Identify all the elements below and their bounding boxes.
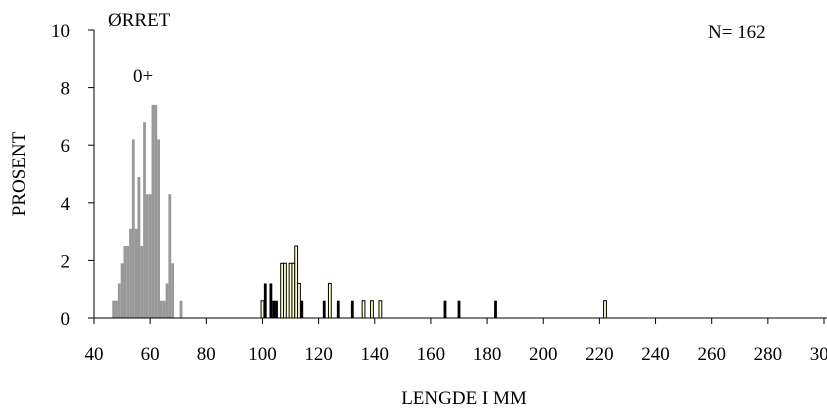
x-tick-label: 260	[697, 344, 726, 365]
bar-age2-5	[322, 300, 326, 318]
chart-title: ØRRET	[108, 10, 171, 31]
x-tick-label: 200	[529, 344, 558, 365]
bar-age0-21	[171, 263, 175, 318]
ticks-layer: 4060801001201401601802002202402602803000…	[51, 21, 827, 365]
bar-age2-2	[272, 300, 276, 318]
x-tick-label: 120	[304, 344, 333, 365]
bar-age0-14	[151, 104, 155, 318]
bar-age1-2	[283, 262, 287, 319]
bar-age0-18	[162, 300, 166, 318]
x-tick-label: 140	[361, 344, 390, 365]
bar-age1-10	[378, 300, 383, 319]
bar-age0-6	[129, 228, 132, 318]
bar-age0-17	[159, 300, 163, 318]
sample-size-label: N= 162	[708, 22, 766, 43]
bar-age0-7	[131, 139, 135, 318]
x-tick-label: 40	[85, 344, 104, 365]
bar-age2-0	[263, 283, 267, 318]
bar-age0-10	[140, 246, 144, 318]
bar-age2-9	[457, 300, 461, 318]
bar-age0-13	[148, 194, 152, 318]
bar-age0-8	[134, 228, 138, 318]
bar-age2-8	[443, 300, 447, 318]
bar-age1-6	[297, 282, 301, 319]
x-tick-label: 160	[417, 344, 446, 365]
y-tick-label: 0	[61, 309, 71, 330]
x-tick-label: 100	[248, 344, 277, 365]
bar-age0-5	[126, 246, 130, 318]
y-tick-label: 8	[61, 79, 71, 100]
bar-age2-1	[269, 283, 273, 318]
x-tick-label: 220	[585, 344, 614, 365]
x-axis-title: LENGDE I MM	[401, 388, 527, 408]
bar-age2-10	[494, 300, 497, 318]
bar-age0-15	[154, 104, 158, 318]
age-group-label: 0+	[133, 66, 153, 87]
x-tick-label: 180	[473, 344, 502, 365]
bar-age0-16	[157, 139, 160, 318]
y-tick-label: 6	[61, 136, 71, 157]
bar-age0-22	[179, 300, 183, 318]
bar-age0-9	[137, 176, 141, 318]
bar-age2-7	[350, 300, 354, 318]
bar-age2-3	[275, 300, 278, 318]
bar-age1-0	[260, 300, 265, 319]
x-tick-label: 80	[197, 344, 216, 365]
y-tick-label: 2	[61, 251, 71, 272]
axes-layer	[93, 30, 827, 319]
bar-age0-2	[117, 283, 121, 318]
y-axis-title: PROSENT	[9, 131, 30, 216]
bar-age0-0	[112, 300, 116, 318]
bar-age1-9	[370, 300, 374, 319]
x-tick-label: 300	[810, 344, 827, 365]
x-tick-label: 280	[754, 344, 783, 365]
bar-age0-20	[168, 194, 172, 318]
bar-age0-11	[143, 122, 146, 318]
bar-age2-4	[300, 300, 304, 318]
bar-age0-19	[165, 283, 169, 318]
bar-age0-1	[115, 300, 118, 318]
bar-age0-12	[145, 194, 149, 318]
bar-age1-7	[327, 282, 332, 319]
bar-age0-3	[120, 263, 124, 318]
x-tick-label: 240	[641, 344, 670, 365]
bar-age2-6	[336, 300, 340, 318]
y-tick-label: 4	[61, 194, 71, 215]
bar-age1-8	[361, 300, 366, 319]
x-tick-label: 60	[141, 344, 160, 365]
bar-age1-11	[603, 300, 607, 319]
bar-age0-4	[123, 246, 127, 318]
y-tick-label: 10	[51, 21, 70, 42]
bars-layer	[112, 104, 607, 319]
